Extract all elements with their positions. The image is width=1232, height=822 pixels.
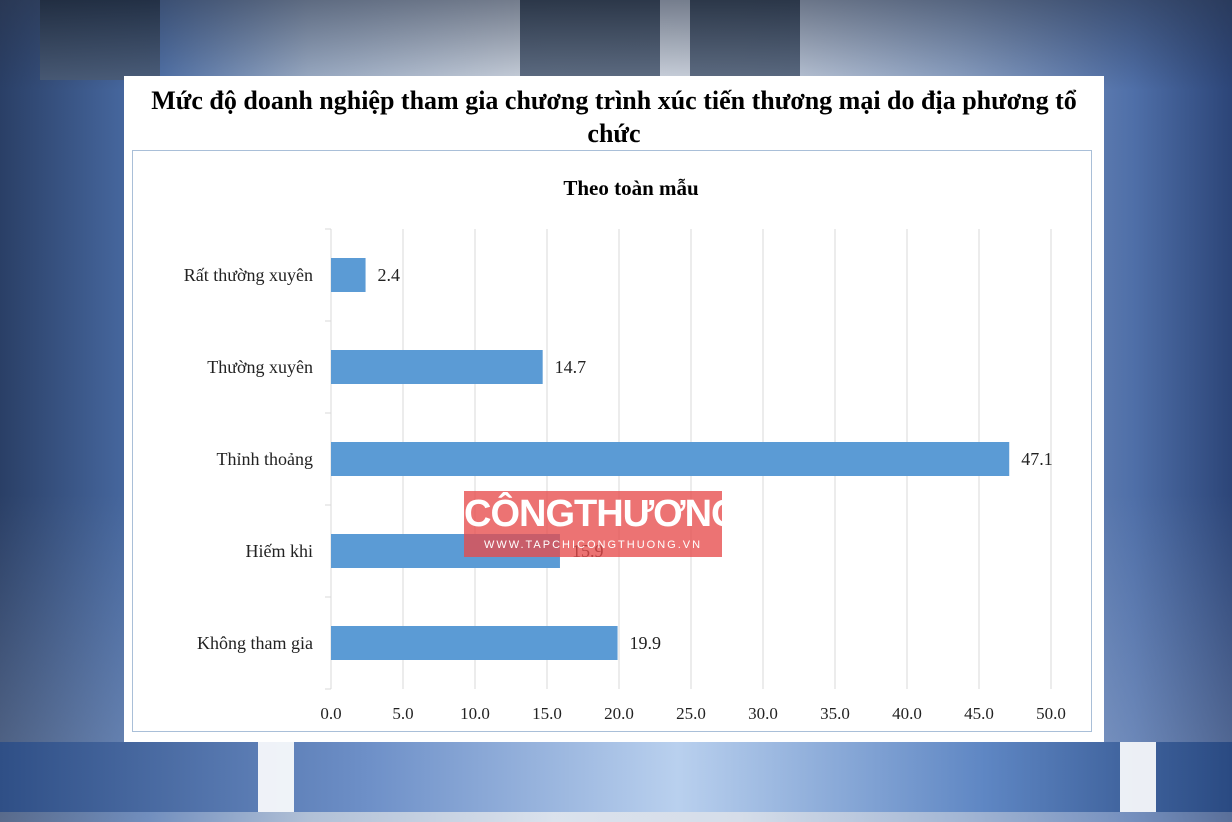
x-tick-label: 5.0 [392, 704, 413, 723]
data-label: 47.1 [1021, 449, 1053, 469]
category-label: Thường xuyên [207, 357, 313, 377]
watermark-subtitle: WWW.TAPCHICONGTHUONG.VN [483, 539, 703, 551]
watermark-logo: CÔNGTHƯƠNG WWW.TAPCHICONGTHUONG.VN [464, 491, 741, 557]
chart-frame: Theo toàn mẫu 0.0 5.0 10.0 15.0 20.0 25.0 30.0 3… [132, 150, 1092, 732]
x-tick-label: 20.0 [604, 704, 634, 723]
x-tick-label: 35.0 [820, 704, 850, 723]
data-label: 2.4 [378, 265, 401, 285]
x-tick-label: 40.0 [892, 704, 922, 723]
x-tick-label: 25.0 [676, 704, 706, 723]
chart-title: Theo toàn mẫu [563, 176, 699, 200]
background-building [520, 0, 660, 80]
bar [331, 442, 1010, 476]
x-tick-label: 45.0 [964, 704, 994, 723]
x-tick-label: 0.0 [320, 704, 341, 723]
watermark-title: CÔNGTHƯƠNG [464, 493, 741, 535]
x-tick-label: 30.0 [748, 704, 778, 723]
background-pillar [258, 742, 294, 812]
x-tick-label: 50.0 [1036, 704, 1066, 723]
category-label: Không tham gia [197, 633, 313, 653]
bar [331, 350, 543, 384]
background-building [40, 0, 160, 80]
x-tick-label: 10.0 [460, 704, 490, 723]
x-tick-label: 15.0 [532, 704, 562, 723]
bar [331, 626, 618, 660]
data-label: 14.7 [555, 357, 587, 377]
category-label: Rất thường xuyên [184, 265, 313, 285]
data-label: 19.9 [630, 633, 662, 653]
background-pillar [1120, 742, 1156, 812]
background-building [690, 0, 800, 80]
bar-chart: Theo toàn mẫu 0.0 5.0 10.0 15.0 20.0 25.0 30.0 3… [184, 176, 1066, 723]
background-strip [0, 742, 1232, 812]
bar [331, 258, 366, 292]
page-title: Mức độ doanh nghiệp tham gia chương trìn… [151, 86, 1077, 148]
category-label: Hiếm khi [246, 541, 314, 561]
category-label: Thỉnh thoảng [217, 449, 314, 469]
